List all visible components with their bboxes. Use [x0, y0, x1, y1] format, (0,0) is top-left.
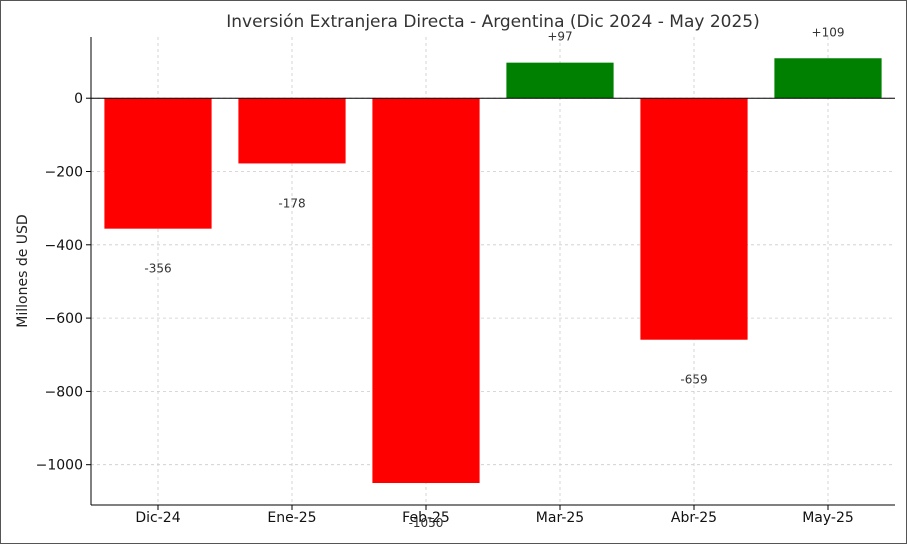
data-label: +109 — [812, 25, 845, 39]
bar-dic-24 — [104, 98, 212, 229]
bar-ene-25 — [238, 98, 346, 164]
y-tick-label: −1000 — [36, 458, 83, 474]
y-tick-label: −600 — [45, 311, 83, 327]
x-tick-label: Feb-25 — [402, 510, 450, 526]
bar-may-25 — [774, 58, 882, 99]
x-tick-label: Ene-25 — [267, 510, 316, 526]
y-tick-label: −800 — [45, 384, 83, 400]
x-tick-label: Abr-25 — [671, 510, 717, 526]
x-tick-label: May-25 — [802, 510, 854, 526]
data-labels: -356 -178 -1050 +97 -659 +109 — [144, 25, 844, 530]
data-label: -659 — [680, 373, 707, 387]
tick-labels: 0 −200 −400 −600 −800 −1000 Dic-24 Ene-25 Feb-25… — [36, 91, 854, 526]
data-label: -178 — [278, 196, 305, 210]
y-tick-label: −400 — [45, 238, 83, 254]
y-tick-label: 0 — [74, 91, 83, 107]
data-label: -356 — [144, 262, 171, 276]
x-tick-label: Dic-24 — [135, 510, 180, 526]
x-tick-label: Mar-25 — [536, 510, 584, 526]
bar-abr-25 — [640, 98, 748, 340]
chart-title: Inversión Extranjera Directa - Argentina… — [226, 12, 760, 32]
data-label: -1050 — [409, 516, 444, 530]
bar-feb-25 — [372, 98, 480, 484]
bar-mar-25 — [506, 62, 614, 99]
data-label: +97 — [547, 30, 572, 44]
y-tick-label: −200 — [45, 164, 83, 180]
y-axis-label: Millones de USD — [15, 214, 31, 327]
axes — [86, 37, 895, 510]
bars — [104, 58, 882, 484]
